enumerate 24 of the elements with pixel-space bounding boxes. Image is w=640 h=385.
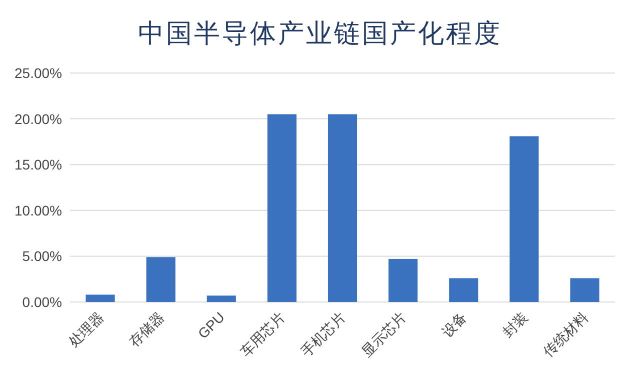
- bar: [510, 136, 539, 302]
- bar: [146, 257, 176, 302]
- x-tick-label: 显示芯片: [358, 308, 410, 360]
- x-tick-label: 处理器: [65, 308, 106, 350]
- y-tick-label: 25.00%: [14, 65, 62, 81]
- chart-title: 中国半导体产业链国产化程度: [138, 19, 502, 48]
- bar: [388, 258, 418, 302]
- y-tick-label: 0.00%: [22, 294, 62, 310]
- y-tick-label: 15.00%: [14, 156, 62, 173]
- bar: [328, 114, 358, 302]
- x-tick-label: 封装: [499, 308, 530, 340]
- bar: [449, 278, 478, 302]
- y-tick-label: 10.00%: [14, 202, 62, 218]
- y-tick-label: 5.00%: [22, 248, 62, 264]
- x-tick-label: 传统材料: [540, 308, 591, 360]
- bar: [206, 296, 236, 302]
- bar: [267, 114, 296, 302]
- x-tick-label: 设备: [438, 308, 470, 340]
- y-tick-label: 20.00%: [14, 110, 62, 127]
- x-tick-label: 存储器: [126, 308, 167, 350]
- x-tick-label: 车用芯片: [237, 308, 288, 360]
- bar: [570, 278, 600, 302]
- x-tick-label: 手机芯片: [298, 308, 349, 360]
- bar: [86, 294, 115, 302]
